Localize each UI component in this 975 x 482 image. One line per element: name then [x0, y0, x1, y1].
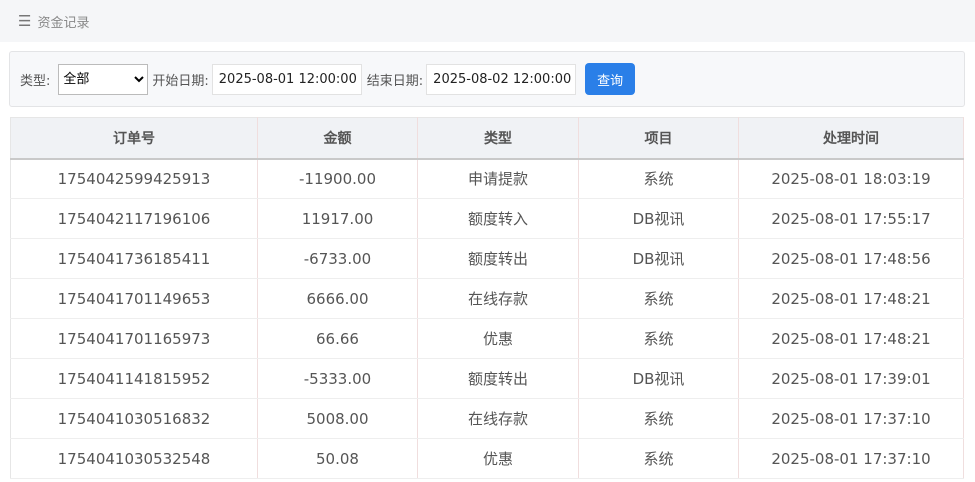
column-header-order-id: 订单号	[10, 117, 258, 160]
table-row: 1754041141815952 -5333.00 额度转出 DB视讯 2025-08-…	[10, 358, 964, 399]
query-button[interactable]: 查询	[585, 63, 636, 95]
cell-order-id: 1754042117196106	[10, 198, 258, 239]
cell-process-time: 2025-08-01 18:03:19	[738, 158, 964, 199]
cell-amount: 6666.00	[257, 278, 418, 319]
cell-project: 系统	[578, 398, 739, 439]
cell-process-time: 2025-08-01 17:48:21	[738, 278, 964, 319]
cell-process-time: 2025-08-01 17:37:10	[738, 398, 964, 439]
column-header-process-time: 处理时间	[738, 117, 964, 160]
cell-amount: 11917.00	[257, 198, 418, 239]
cell-project: DB视讯	[578, 238, 739, 279]
cell-order-id: 1754042599425913	[10, 158, 258, 199]
filter-bar: 类型: 全部 开始日期: 结束日期: 查询	[9, 51, 965, 107]
cell-type: 优惠	[417, 318, 579, 359]
cell-type: 在线存款	[417, 278, 579, 319]
cell-process-time: 2025-08-01 17:48:21	[738, 318, 964, 359]
table-row: 1754042117196106 11917.00 额度转入 DB视讯 2025-08-…	[10, 198, 964, 239]
cell-project: DB视讯	[578, 358, 739, 399]
column-header-type: 类型	[417, 117, 579, 160]
page-title: 资金记录	[37, 15, 90, 31]
cell-order-id: 1754041141815952	[10, 358, 258, 399]
cell-project: 系统	[578, 158, 739, 199]
table-row: 1754041030532548 50.08 优惠 系统 2025-08-01 17:3…	[10, 438, 964, 479]
cell-project: 系统	[578, 318, 739, 359]
column-header-project: 项目	[578, 117, 739, 160]
cell-process-time: 2025-08-01 17:37:10	[738, 438, 964, 479]
column-header-amount: 金额	[257, 117, 418, 160]
start-date-label: 开始日期:	[152, 73, 209, 89]
end-date-input[interactable]	[426, 63, 577, 95]
cell-type: 额度转出	[417, 358, 579, 399]
cell-project: 系统	[578, 438, 739, 479]
page-header: ☰ 资金记录	[0, 0, 975, 42]
cell-order-id: 1754041736185411	[10, 238, 258, 279]
start-date-input[interactable]	[211, 63, 362, 95]
menu-icon[interactable]: ☰	[18, 12, 32, 30]
cell-amount: 66.66	[257, 318, 418, 359]
cell-amount: 5008.00	[257, 398, 418, 439]
cell-amount: 50.08	[257, 438, 418, 479]
table-row: 1754041030516832 5008.00 在线存款 系统 2025-08-01 …	[10, 398, 964, 439]
type-select[interactable]: 全部	[58, 63, 149, 95]
end-date-label: 结束日期:	[366, 73, 424, 89]
type-label: 类型:	[20, 73, 51, 89]
cell-order-id: 1754041030516832	[10, 398, 258, 439]
cell-type: 申请提款	[417, 158, 579, 199]
cell-order-id: 1754041701149653	[10, 278, 258, 319]
cell-type: 在线存款	[417, 398, 579, 439]
cell-process-time: 2025-08-01 17:48:56	[738, 238, 964, 279]
cell-project: 系统	[578, 278, 739, 319]
cell-process-time: 2025-08-01 17:55:17	[738, 198, 964, 239]
cell-process-time: 2025-08-01 17:39:01	[738, 358, 964, 399]
table-row: 1754041701149653 6666.00 在线存款 系统 2025-08-01 …	[10, 278, 964, 319]
cell-type: 额度转入	[417, 198, 579, 239]
cell-amount: -5333.00	[257, 358, 418, 399]
table-row: 1754042599425913 -11900.00 申请提款 系统 2025-08-0…	[10, 158, 964, 199]
records-table: 订单号 金额 类型 项目 处理时间 1754042599425913 -11900.00 申…	[10, 117, 964, 479]
cell-type: 优惠	[417, 438, 579, 479]
cell-amount: -6733.00	[257, 238, 418, 279]
table-row: 1754041736185411 -6733.00 额度转出 DB视讯 2025-08-…	[10, 238, 964, 279]
cell-order-id: 1754041701165973	[10, 318, 258, 359]
cell-amount: -11900.00	[257, 158, 418, 199]
table-row: 1754041701165973 66.66 优惠 系统 2025-08-01 17:4…	[10, 318, 964, 359]
cell-project: DB视讯	[578, 198, 739, 239]
cell-order-id: 1754041030532548	[10, 438, 258, 479]
cell-type: 额度转出	[417, 238, 579, 279]
